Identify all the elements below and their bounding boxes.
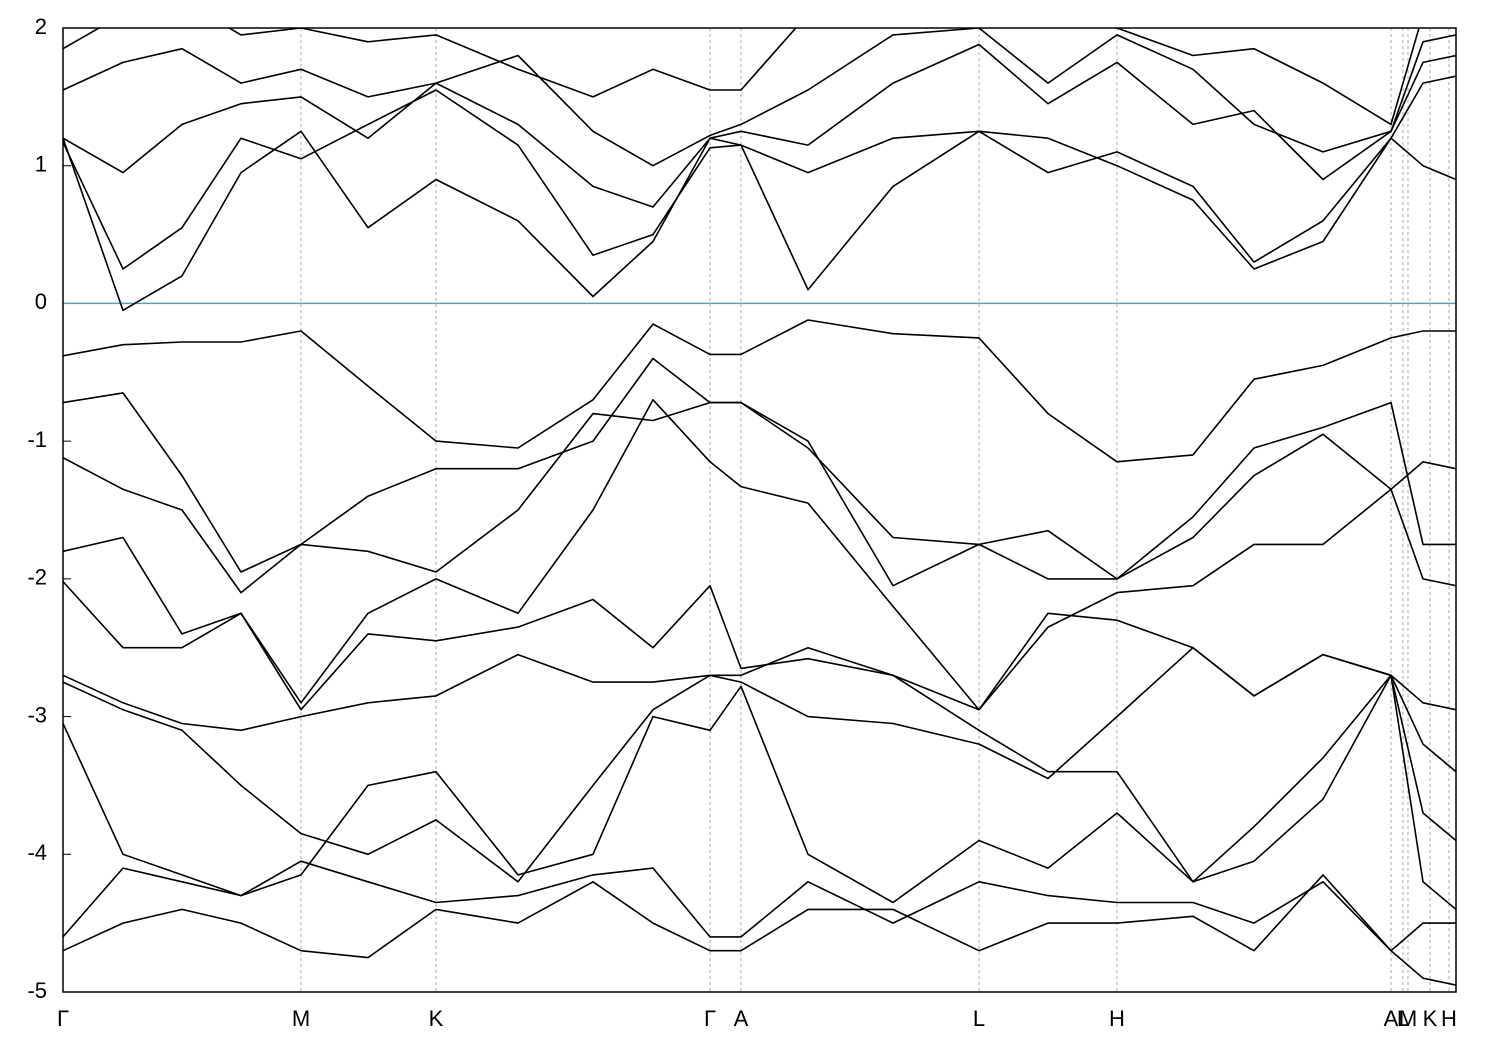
- x-tick-label: L: [973, 1006, 985, 1031]
- y-tick-label: 2: [35, 14, 47, 39]
- y-tick-label: -3: [27, 702, 47, 727]
- band-line: [63, 674, 1456, 911]
- y-tick-label: -4: [27, 840, 47, 865]
- x-tick-label: A: [734, 1006, 749, 1031]
- x-tick-label: M: [1399, 1006, 1417, 1031]
- y-tick-label: 0: [35, 289, 47, 314]
- band-line: [63, 28, 1456, 167]
- plot-frame: [62, 27, 1457, 993]
- y-tick-label: -5: [27, 978, 47, 1003]
- band-line: [63, 75, 1456, 312]
- band-line: [63, 399, 1456, 711]
- band-line: [63, 319, 1456, 463]
- band-line: [63, 392, 1456, 580]
- x-tick-label: M: [292, 1006, 310, 1031]
- x-tick-label: Γ: [704, 1006, 716, 1031]
- y-tick-label: -2: [27, 565, 47, 590]
- x-tick-label: L: [1397, 1006, 1409, 1031]
- x-tick-label: K: [429, 1006, 444, 1031]
- bands: [63, 28, 1456, 986]
- grid: [62, 27, 1456, 993]
- y-tick-label: -1: [27, 427, 47, 452]
- x-tick-label: Γ: [57, 1006, 69, 1031]
- band-line: [63, 860, 1456, 952]
- band-line: [63, 28, 1420, 126]
- band-line: [63, 874, 1456, 986]
- band-line: [63, 646, 1456, 883]
- x-tick-label: H: [1441, 1006, 1457, 1031]
- x-tick-label: K: [1423, 1006, 1438, 1031]
- band-line: [63, 357, 1456, 594]
- band-line: [63, 646, 1456, 780]
- y-tick-label: 1: [35, 152, 47, 177]
- x-tick-label: A: [1384, 1006, 1399, 1031]
- band-line: [63, 89, 1456, 270]
- x-tick-label: H: [1109, 1006, 1125, 1031]
